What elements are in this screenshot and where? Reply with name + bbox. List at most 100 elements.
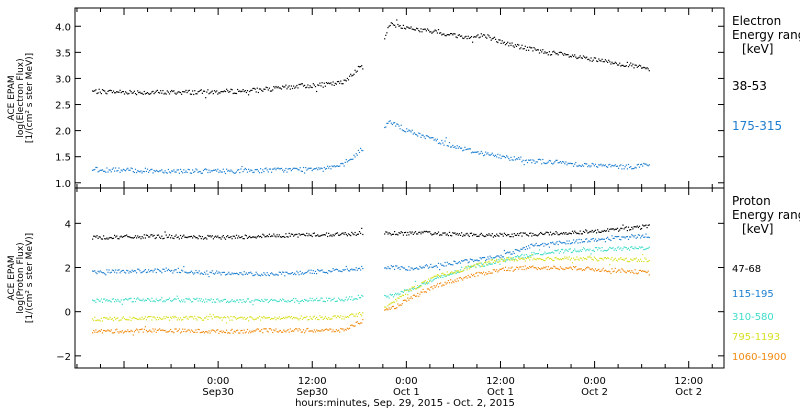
data-point bbox=[456, 270, 458, 272]
data-point bbox=[106, 299, 108, 301]
data-point bbox=[544, 233, 546, 235]
data-point bbox=[443, 144, 445, 146]
data-point bbox=[213, 169, 216, 171]
data-point bbox=[125, 170, 127, 172]
data-point bbox=[231, 272, 233, 274]
data-point bbox=[239, 90, 241, 92]
data-point bbox=[601, 238, 603, 240]
data-point bbox=[552, 233, 554, 235]
data-point bbox=[448, 34, 451, 36]
data-point bbox=[136, 318, 138, 320]
data-point bbox=[593, 230, 595, 232]
data-point bbox=[215, 169, 217, 171]
data-point bbox=[130, 297, 132, 299]
data-point bbox=[453, 33, 455, 35]
data-point bbox=[170, 316, 172, 318]
data-point bbox=[601, 247, 603, 249]
data-point bbox=[112, 90, 115, 92]
data-point bbox=[219, 301, 221, 303]
data-point bbox=[586, 163, 588, 165]
data-point bbox=[110, 90, 112, 92]
data-point bbox=[213, 330, 216, 332]
data-point bbox=[154, 268, 156, 270]
data-point bbox=[278, 316, 280, 318]
data-point bbox=[152, 271, 154, 273]
data-point bbox=[419, 133, 421, 135]
data-point bbox=[297, 330, 299, 332]
data-point bbox=[223, 90, 225, 92]
data-point bbox=[152, 316, 154, 318]
data-point bbox=[112, 269, 115, 272]
data-point bbox=[466, 38, 468, 40]
data-point bbox=[312, 331, 314, 333]
data-point bbox=[406, 289, 408, 291]
data-point bbox=[619, 165, 621, 167]
data-point bbox=[251, 273, 253, 275]
data-point bbox=[409, 297, 411, 299]
data-point bbox=[344, 328, 346, 330]
data-point bbox=[487, 34, 489, 36]
data-point bbox=[568, 240, 570, 242]
data-point bbox=[613, 249, 615, 251]
data-point bbox=[574, 267, 576, 269]
data-point bbox=[174, 269, 176, 271]
data-point bbox=[605, 60, 608, 62]
data-point bbox=[525, 246, 527, 248]
data-point bbox=[161, 318, 163, 321]
data-point bbox=[195, 298, 197, 300]
data-point bbox=[248, 94, 250, 96]
data-point bbox=[132, 334, 134, 336]
data-point bbox=[350, 269, 352, 271]
data-point bbox=[307, 300, 309, 303]
data-point bbox=[600, 257, 602, 260]
data-point bbox=[533, 234, 535, 236]
data-point bbox=[226, 88, 228, 90]
data-point bbox=[518, 257, 520, 259]
data-point bbox=[209, 271, 211, 273]
data-point bbox=[345, 265, 347, 268]
data-point bbox=[244, 90, 246, 92]
data-point bbox=[186, 272, 188, 274]
data-point bbox=[439, 283, 441, 285]
data-point bbox=[493, 260, 496, 262]
data-point bbox=[255, 91, 257, 93]
data-point bbox=[200, 331, 202, 333]
data-point bbox=[513, 233, 515, 235]
data-point bbox=[498, 39, 500, 41]
data-point bbox=[584, 258, 586, 260]
data-point bbox=[355, 71, 357, 73]
data-point bbox=[403, 290, 406, 292]
data-point bbox=[350, 235, 352, 237]
data-point bbox=[103, 272, 105, 274]
data-point bbox=[100, 317, 102, 319]
data-point bbox=[431, 286, 433, 288]
data-point bbox=[502, 260, 504, 262]
data-point bbox=[222, 330, 224, 332]
data-point bbox=[220, 238, 222, 240]
data-point bbox=[163, 172, 165, 174]
data-point bbox=[624, 237, 626, 239]
data-point bbox=[324, 301, 326, 303]
data-point bbox=[319, 82, 321, 84]
data-point bbox=[545, 266, 547, 268]
data-point bbox=[265, 274, 267, 277]
data-point bbox=[104, 273, 106, 275]
data-point bbox=[226, 322, 228, 324]
data-point bbox=[445, 35, 447, 37]
data-point bbox=[184, 328, 186, 330]
data-point bbox=[400, 231, 402, 233]
data-point bbox=[475, 259, 477, 262]
data-point bbox=[156, 268, 158, 270]
data-point bbox=[289, 168, 291, 170]
data-point bbox=[288, 273, 290, 275]
data-point bbox=[616, 64, 619, 66]
data-point bbox=[307, 235, 309, 237]
data-point bbox=[179, 168, 182, 170]
data-point bbox=[161, 297, 163, 299]
data-point bbox=[231, 328, 233, 330]
data-point bbox=[627, 238, 630, 240]
data-point bbox=[399, 25, 401, 27]
data-point bbox=[535, 267, 537, 269]
data-point bbox=[93, 235, 95, 237]
data-point bbox=[607, 271, 609, 273]
